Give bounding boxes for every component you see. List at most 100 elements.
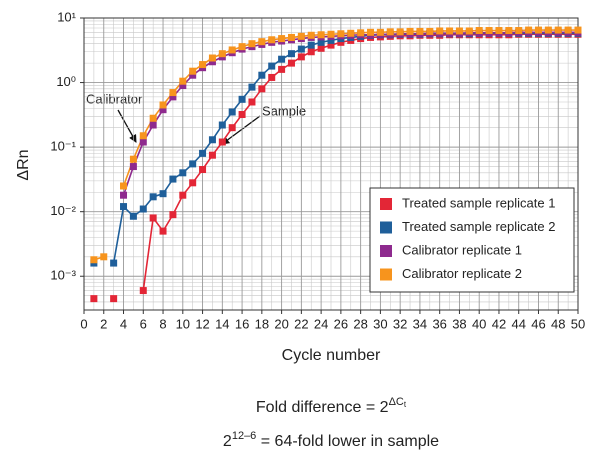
data-point <box>159 190 167 198</box>
y-tick-label: 10⁻³ <box>50 268 76 283</box>
data-point <box>525 26 533 34</box>
x-tick-label: 48 <box>551 316 565 331</box>
plot-frame <box>83 17 579 311</box>
data-point <box>189 67 197 75</box>
data-point <box>347 29 355 37</box>
data-point <box>129 212 137 220</box>
data-point <box>297 45 305 53</box>
data-point <box>386 28 394 36</box>
x-tick-label: 18 <box>255 316 269 331</box>
data-point <box>189 71 197 79</box>
data-point <box>199 61 207 69</box>
annotation-arrow <box>221 115 261 145</box>
data-point <box>367 28 375 36</box>
data-point <box>90 295 98 303</box>
data-point <box>159 227 167 235</box>
data-point <box>426 27 434 35</box>
x-tick-label: 10 <box>176 316 190 331</box>
data-point <box>218 50 226 58</box>
data-point <box>278 55 286 63</box>
x-tick-label: 40 <box>472 316 486 331</box>
x-tick-label: 8 <box>159 316 166 331</box>
data-point <box>238 43 246 51</box>
data-point <box>218 121 226 129</box>
data-point <box>416 27 424 35</box>
data-point <box>268 36 276 44</box>
data-point <box>278 35 286 43</box>
data-point <box>436 27 444 35</box>
y-tick-label: 10⁻¹ <box>50 139 76 154</box>
x-tick-label: 32 <box>393 316 407 331</box>
data-point <box>475 27 483 35</box>
y-tick-label: 10⁰ <box>56 74 76 89</box>
x-tick-label: 30 <box>373 316 387 331</box>
data-point <box>544 26 552 34</box>
legend-box <box>369 187 575 293</box>
data-point <box>228 124 236 132</box>
data-point <box>258 38 266 46</box>
x-tick-label: 26 <box>334 316 348 331</box>
data-point <box>307 48 315 56</box>
annotation-arrow <box>117 109 137 143</box>
legend-swatch <box>380 221 392 234</box>
data-point <box>396 28 404 36</box>
data-point <box>287 50 295 58</box>
footnote-text: = 64-fold lower in sample <box>256 433 439 450</box>
data-point <box>455 27 463 35</box>
data-point <box>268 62 276 70</box>
data-point <box>446 27 454 35</box>
data-point <box>199 149 207 157</box>
data-point <box>357 29 365 37</box>
data-point <box>199 166 207 174</box>
footnote: 212–6 = 64-fold lower in sample <box>223 430 439 450</box>
data-point <box>120 203 128 211</box>
x-tick-label: 2 <box>100 316 107 331</box>
footnote-superscript: 12–6 <box>232 430 256 442</box>
data-point <box>258 71 266 79</box>
data-point <box>238 111 246 119</box>
data-point <box>317 44 325 52</box>
data-point <box>258 85 266 93</box>
data-point <box>159 106 167 114</box>
data-point <box>297 53 305 61</box>
data-point <box>248 83 256 91</box>
data-point <box>149 193 157 201</box>
data-point <box>110 295 118 303</box>
data-point <box>248 40 256 48</box>
data-point <box>287 33 295 41</box>
x-tick-label: 6 <box>140 316 147 331</box>
legend-swatch <box>380 245 392 257</box>
x-tick-label: 50 <box>571 316 585 331</box>
data-point <box>169 89 177 97</box>
data-point <box>159 101 167 109</box>
data-point <box>179 82 187 90</box>
data-point <box>376 28 384 36</box>
data-point <box>505 27 513 35</box>
y-tick-label: 10⁻² <box>50 203 76 218</box>
data-point <box>485 27 493 35</box>
footnote-superscript: ΔC <box>389 396 404 408</box>
x-tick-label: 12 <box>195 316 209 331</box>
data-point <box>465 27 473 35</box>
data-point <box>179 77 187 85</box>
legend-label: Treated sample replicate 2 <box>402 219 555 234</box>
footnote-text: 2 <box>223 433 232 450</box>
x-tick-label: 36 <box>432 316 446 331</box>
legend-swatch <box>380 268 392 281</box>
x-tick-label: 16 <box>235 316 249 331</box>
x-tick-label: 22 <box>294 316 308 331</box>
data-point <box>208 136 216 144</box>
footnote: Fold difference = 2ΔCt <box>256 396 407 416</box>
data-point <box>495 27 503 35</box>
data-point <box>139 138 147 146</box>
data-point <box>248 98 256 106</box>
legend-swatch <box>380 198 392 210</box>
data-point <box>534 26 542 34</box>
data-point <box>90 256 98 264</box>
annotation: Calibrator <box>86 91 143 106</box>
x-tick-label: 28 <box>353 316 367 331</box>
data-point <box>120 191 128 199</box>
data-point <box>238 95 246 103</box>
